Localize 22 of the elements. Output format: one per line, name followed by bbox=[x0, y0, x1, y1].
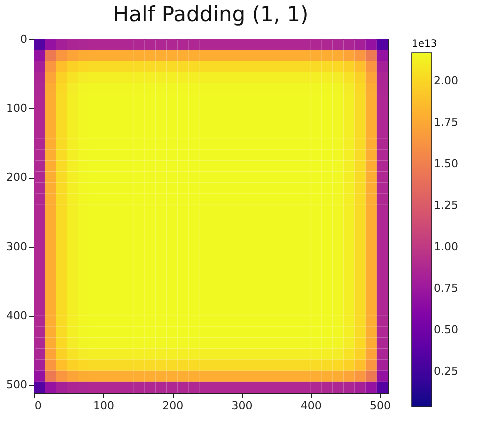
x-tick-label: 300 bbox=[232, 400, 253, 412]
x-tick-label: 0 bbox=[34, 400, 42, 412]
y-tick-label: 400 bbox=[6, 309, 28, 322]
x-tick-label: 400 bbox=[300, 400, 322, 412]
color-bar-label: 0.25 bbox=[434, 365, 458, 378]
x-tick-label: 500 bbox=[370, 400, 392, 412]
x-tick-label: 100 bbox=[93, 400, 114, 412]
color-bar-label: 0.75 bbox=[434, 282, 458, 295]
y-tick-label: 200 bbox=[6, 171, 28, 184]
color-bar-title: 1e13 bbox=[412, 39, 438, 50]
color-bar-label: 1.75 bbox=[434, 116, 458, 129]
y-tick-label: 0 bbox=[20, 32, 28, 46]
y-tick-label: 500 bbox=[6, 378, 28, 392]
color-bar-label: 1.25 bbox=[434, 198, 458, 212]
color-bar-label: 2.00 bbox=[434, 74, 458, 88]
x-tick-label: 200 bbox=[162, 400, 184, 412]
y-tick-label: 100 bbox=[6, 102, 28, 115]
color-bar-label: 0.50 bbox=[434, 324, 458, 337]
chart-title: Half Padding (1, 1) bbox=[113, 2, 309, 26]
color-bar-label: 1.00 bbox=[434, 240, 458, 254]
y-tick-label: 300 bbox=[6, 240, 28, 254]
color-bar-label: 1.50 bbox=[434, 157, 458, 170]
